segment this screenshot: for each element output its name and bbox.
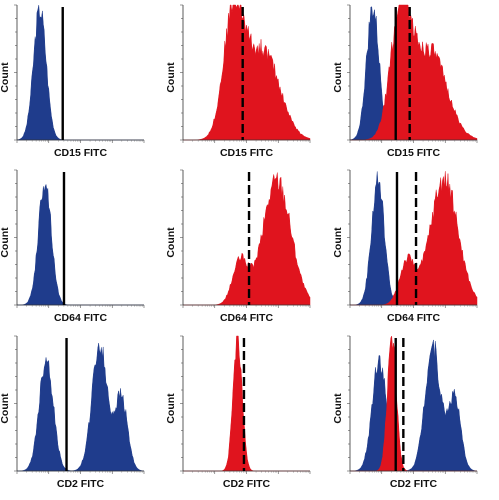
x-axis-label: CD64 FITC <box>54 312 108 324</box>
histogram-panel-row3-col3: CD2 FITC Count <box>332 335 478 490</box>
histogram-series-1 <box>183 172 311 306</box>
histogram-series-1 <box>183 4 311 141</box>
histogram-series-1 <box>16 4 144 141</box>
histogram-panel-row2-col1: CD64 FITC Count <box>0 169 145 324</box>
x-axis-label: CD2 FITC <box>390 478 438 490</box>
histogram-panel-row2-col2: CD64 FITC Count <box>165 169 311 324</box>
histogram-series-1 <box>16 343 145 472</box>
x-axis-label: CD15 FITC <box>54 147 108 159</box>
histogram-panel-row1-col1: CD15 FITC Count <box>0 4 145 159</box>
histogram-series-1 <box>183 335 310 472</box>
y-axis-label: Count <box>165 227 177 258</box>
histogram-panel-row1-col2: CD15 FITC Count <box>165 4 311 159</box>
histogram-panel-row2-col3: CD64 FITC Count <box>332 169 478 324</box>
x-axis-label: CD2 FITC <box>223 478 271 490</box>
x-axis-label: CD15 FITC <box>220 147 274 159</box>
y-axis-label: Count <box>0 227 11 258</box>
x-axis-label: CD64 FITC <box>387 312 441 324</box>
histogram-series-2 <box>350 4 478 141</box>
y-axis-label: Count <box>0 393 11 424</box>
x-axis-label: CD15 FITC <box>387 147 441 159</box>
histogram-series-1 <box>349 339 478 472</box>
x-axis-label: CD64 FITC <box>220 312 274 324</box>
histogram-panel-row1-col3: CD15 FITC Count <box>332 4 478 159</box>
y-axis-label: Count <box>332 393 344 424</box>
histogram-panel-row3-col2: CD2 FITC Count <box>165 335 311 490</box>
y-axis-label: Count <box>332 227 344 258</box>
histogram-panel-row3-col1: CD2 FITC Count <box>0 335 145 490</box>
y-axis-label: Count <box>332 62 344 93</box>
y-axis-label: Count <box>165 62 177 93</box>
histogram-series-1 <box>16 183 144 306</box>
x-axis-label: CD2 FITC <box>57 478 105 490</box>
y-axis-label: Count <box>0 62 11 93</box>
y-axis-label: Count <box>165 393 177 424</box>
